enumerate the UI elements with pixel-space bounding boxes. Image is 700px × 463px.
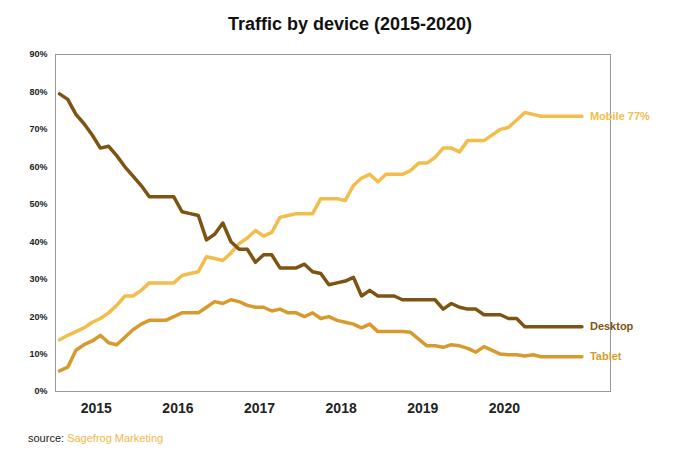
svg-text:2017: 2017 — [244, 400, 275, 416]
svg-text:10%: 10% — [29, 349, 47, 359]
svg-text:80%: 80% — [29, 87, 47, 97]
svg-text:0%: 0% — [34, 386, 47, 396]
svg-text:2018: 2018 — [326, 400, 357, 416]
svg-text:2019: 2019 — [407, 400, 438, 416]
svg-text:2015: 2015 — [81, 400, 112, 416]
html-text:Traffic by device (2015-2020): Traffic by device (2015-2020) — [227, 14, 473, 34]
svg-text:90%: 90% — [29, 49, 47, 59]
svg-text:Tablet: Tablet — [590, 350, 622, 362]
svg-text:Desktop: Desktop — [590, 320, 634, 332]
svg-text:2016: 2016 — [162, 400, 193, 416]
html-text:source: Sagefrog Marketing: source: Sagefrog Marketing — [28, 432, 164, 444]
svg-text:Mobile 77%: Mobile 77% — [590, 110, 650, 122]
svg-text:30%: 30% — [29, 274, 47, 284]
svg-text:2020: 2020 — [489, 400, 520, 416]
svg-text:50%: 50% — [29, 199, 47, 209]
svg-text:70%: 70% — [29, 124, 47, 134]
svg-text:60%: 60% — [29, 162, 47, 172]
svg-text:40%: 40% — [29, 237, 47, 247]
svg-text:20%: 20% — [29, 311, 47, 321]
